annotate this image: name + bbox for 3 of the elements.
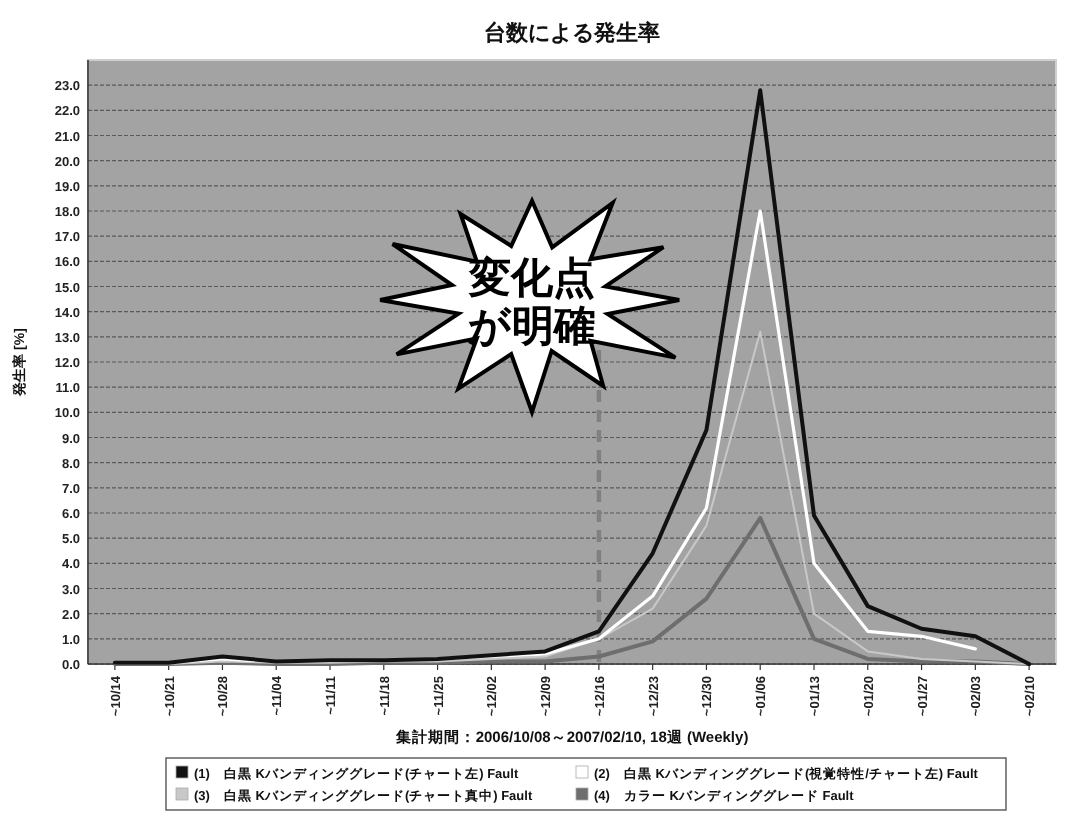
annotation: 変化点	[467, 254, 595, 302]
chart-title: 台数による発生率	[484, 20, 660, 46]
annotation: が明確	[466, 304, 596, 350]
